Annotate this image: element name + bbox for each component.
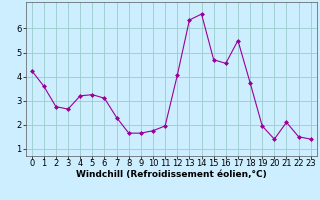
X-axis label: Windchill (Refroidissement éolien,°C): Windchill (Refroidissement éolien,°C) [76,170,267,179]
